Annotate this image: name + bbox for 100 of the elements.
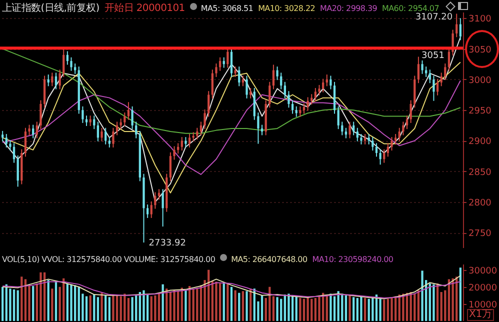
bar [428, 283, 431, 321]
candlestick [32, 124, 34, 139]
bar [135, 295, 138, 321]
candlestick [417, 56, 420, 84]
candlestick [337, 106, 340, 130]
bar [24, 279, 27, 321]
candlestick [74, 62, 76, 74]
y-tick-label: 2800 [468, 198, 492, 209]
candlestick [127, 102, 130, 120]
bar [12, 289, 16, 321]
candlestick [150, 200, 152, 218]
candlestick [310, 94, 313, 106]
candlestick [204, 108, 206, 130]
bar [226, 283, 229, 321]
bar [280, 298, 282, 321]
y-tick-label: 10000 [468, 300, 498, 310]
bar [356, 298, 358, 321]
candlestick [226, 48, 229, 68]
candlestick [260, 124, 264, 136]
line-series [2, 48, 461, 134]
candlestick [379, 148, 382, 166]
bar [192, 289, 194, 321]
candlestick [116, 121, 118, 136]
bar [74, 285, 76, 321]
bar [108, 297, 110, 321]
bar [386, 298, 390, 321]
candlestick [66, 50, 69, 66]
bar [51, 288, 54, 321]
candlestick [188, 133, 191, 148]
candlestick [36, 121, 38, 139]
bar [104, 295, 107, 321]
candlestick [360, 133, 362, 145]
candlestick [108, 136, 110, 148]
candlestick [135, 121, 138, 139]
y-tick-label: 30000 [468, 266, 498, 276]
bar [348, 294, 351, 321]
bar [246, 291, 248, 321]
bar [70, 284, 72, 321]
candlestick [299, 106, 302, 118]
text: MA60: 2954.07 [382, 4, 440, 13]
candlestick [124, 112, 126, 127]
text: MA10: 230598240.00 [312, 255, 394, 264]
candlestick [291, 100, 294, 114]
bar [215, 282, 218, 321]
candlestick [2, 130, 4, 142]
candlestick [421, 60, 424, 74]
bar [222, 282, 225, 321]
candlestick [402, 121, 404, 136]
candlestick [16, 154, 19, 188]
bar [440, 292, 442, 321]
candlestick [280, 72, 282, 90]
candlestick [28, 124, 30, 136]
bar [96, 297, 100, 321]
candlestick [356, 127, 358, 142]
candlestick [222, 56, 225, 68]
candlestick [352, 121, 355, 136]
annotation: 2733.92 [148, 238, 186, 249]
bar [272, 296, 275, 321]
line-series [2, 62, 461, 194]
bar [234, 290, 236, 321]
bar [211, 280, 214, 321]
bar [276, 297, 278, 321]
bar [112, 294, 114, 321]
candlestick [314, 88, 317, 102]
candlestick [306, 96, 309, 112]
chart-subtitle: 开始日 20000101 [104, 3, 185, 14]
bar [32, 286, 34, 321]
bar [284, 294, 286, 321]
candlestick [5, 133, 8, 148]
candlestick [104, 127, 107, 145]
candlestick [89, 115, 92, 127]
candlestick [40, 100, 42, 130]
candlestick [12, 142, 16, 164]
candlestick [180, 136, 183, 152]
bar [116, 295, 118, 321]
bar [47, 280, 50, 321]
candlestick [284, 81, 286, 99]
candlestick [348, 121, 351, 139]
candlestick [425, 66, 428, 78]
candlestick [440, 72, 442, 87]
candlestick [341, 121, 344, 136]
candlestick [146, 204, 149, 218]
candlestick [432, 75, 435, 102]
bar [330, 294, 332, 321]
bar [421, 270, 424, 321]
candlestick [62, 47, 65, 78]
bar [318, 295, 320, 321]
bar [196, 288, 198, 321]
candlestick [234, 66, 236, 78]
bar [184, 290, 187, 321]
candlestick [154, 192, 156, 210]
candlestick [368, 133, 370, 145]
candlestick [120, 118, 122, 130]
candlestick [85, 115, 88, 127]
line-series [2, 281, 461, 298]
candlestick [406, 115, 408, 130]
candlestick [184, 136, 187, 148]
candlestick [288, 90, 290, 108]
candlestick [218, 56, 222, 72]
bar [352, 297, 355, 321]
